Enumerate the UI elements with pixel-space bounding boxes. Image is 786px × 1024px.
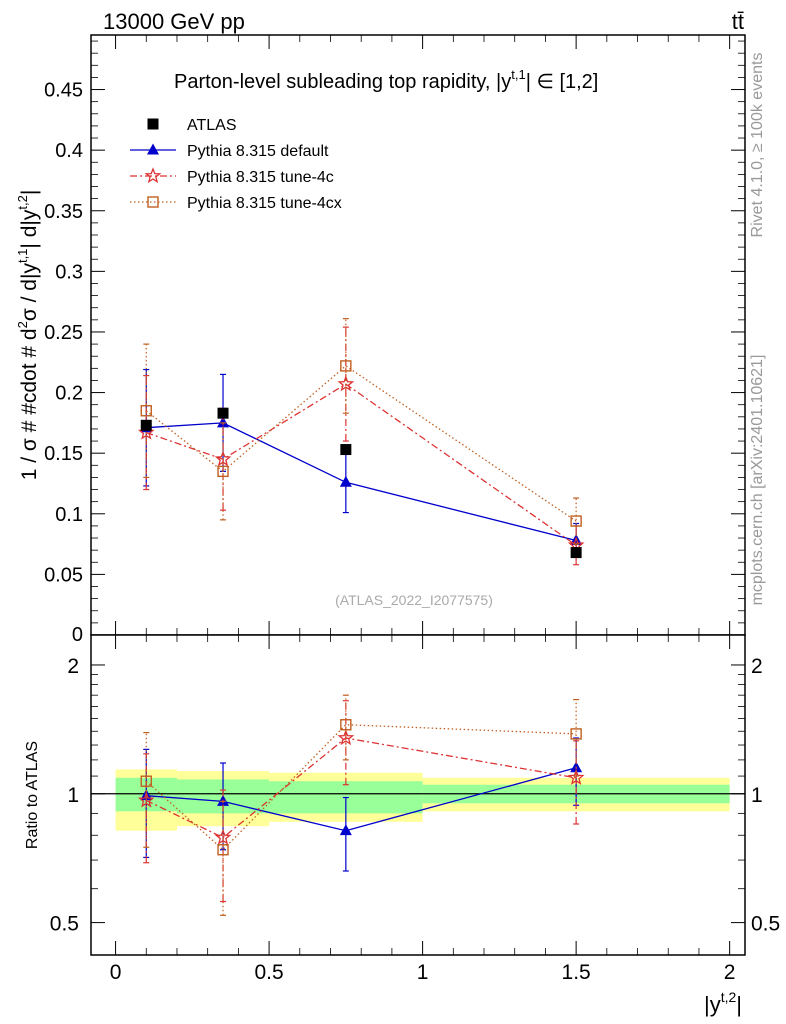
ratio-y-tick-label: 0.5 — [50, 913, 79, 936]
data-point-atlas — [140, 419, 152, 431]
series-line-tune4c — [146, 737, 577, 839]
legend-marker-tune4cx — [147, 196, 159, 208]
legend-marker-atlas — [147, 118, 159, 130]
ratio-y-tick-label-right: 0.5 — [751, 913, 780, 936]
main-title: Parton-level subleading top rapidity, |y… — [174, 67, 598, 93]
process-label: tt̄ — [732, 9, 744, 34]
y-tick-label: 0.25 — [44, 322, 83, 344]
data-point-atlas — [340, 444, 352, 456]
series-atlas — [140, 407, 582, 559]
legend-label-tune4cx: Pythia 8.315 tune-4cx — [187, 195, 342, 212]
y-tick-label: 0.35 — [44, 201, 83, 223]
data-point-tune4c — [214, 450, 232, 467]
main-frame — [90, 34, 746, 636]
data-point-tune4cx — [570, 515, 582, 527]
data-point-default — [339, 824, 352, 836]
y-tick-label: 0.4 — [55, 140, 83, 162]
data-point-tune4c — [214, 828, 232, 845]
data-point-tune4cx — [570, 728, 582, 740]
y-tick-label: 0.05 — [44, 564, 83, 586]
main-title-text: Parton-level subleading top rapidity, |y… — [174, 67, 598, 93]
series-line-default — [146, 422, 577, 542]
data-point-atlas — [570, 547, 582, 559]
y-zero-label: 0 — [72, 624, 83, 646]
data-point-tune4c — [337, 729, 355, 746]
data-point-default — [339, 475, 352, 487]
data-point-default — [217, 416, 230, 428]
series-tune4cx — [140, 694, 582, 916]
y-axis-title-text: 1 / σ # #cdot # d2σ / d|yt,1| d|yt,2| — [15, 190, 41, 481]
data-point-tune4cx — [340, 719, 352, 731]
data-point-tune4c — [337, 375, 355, 392]
y-tick-label: 0.45 — [44, 80, 83, 102]
data-point-tune4cx — [140, 775, 152, 787]
legend-label-tune4c: Pythia 8.315 tune-4c — [187, 169, 334, 186]
series-line-tune4cx — [145, 365, 577, 522]
y-axis-title: 1 / σ # #cdot # d2σ / d|yt,1| d|yt,2| — [15, 190, 41, 481]
ratio-y-tick-label: 1 — [67, 784, 79, 807]
ratio-y-tick-label: 2 — [67, 655, 79, 678]
ratio-axis-title: Ratio to ATLAS — [24, 741, 41, 849]
y-tick-label: 0.3 — [55, 261, 83, 283]
energy-label: 13000 GeV pp — [103, 9, 245, 34]
data-point-tune4cx — [140, 405, 152, 417]
legend-label-default: Pythia 8.315 default — [187, 143, 329, 160]
data-point-tune4cx — [340, 360, 352, 372]
ratio-y-tick-label-right: 2 — [751, 655, 763, 678]
y-tick-label: 0.2 — [55, 383, 83, 405]
rivet-label: Rivet 4.1.0, ≥ 100k events — [749, 53, 766, 238]
ratio-panel: 0.5 0.5 1 1 2 2 0 0.5 1 1.5 2 — [50, 634, 780, 984]
watermark: (ATLAS_2022_I2077575) — [335, 592, 493, 608]
ratio-y-tick-label-right: 1 — [751, 784, 763, 807]
mcplots-label: mcplots.cern.ch [arXiv:2401.10621] — [749, 355, 766, 606]
x-tick-label: 0.5 — [254, 961, 283, 984]
series-line-tune4c — [146, 383, 577, 546]
data-point-tune4cx — [217, 465, 229, 478]
legend-marker-tune4c — [144, 167, 162, 184]
series-line-tune4cx — [145, 724, 577, 851]
y-tick-label: 0.1 — [55, 504, 83, 526]
legend: ATLAS Pythia 8.315 default Pythia 8.315 tu… — [130, 117, 342, 212]
data-point-tune4c — [137, 791, 155, 808]
x-tick-label: 1 — [417, 961, 429, 984]
legend-marker-default — [147, 143, 159, 155]
data-point-tune4c — [567, 769, 585, 785]
legend-label-atlas: ATLAS — [187, 117, 237, 134]
series-line-default — [146, 767, 577, 832]
x-tick-label: 1.5 — [562, 961, 591, 984]
series-tune4cx — [140, 318, 582, 545]
data-point-tune4cx — [217, 844, 229, 856]
y-tick-label: 0.15 — [44, 443, 83, 465]
x-tick-label: 2 — [724, 961, 736, 984]
x-axis-title-text: |yt,2| — [704, 989, 742, 1017]
main-panel: 0.05 0.1 0.15 0.2 0.25 0.3 0.35 0.4 0.45 0 (ATLAS_… — [44, 34, 746, 646]
data-point-atlas — [217, 407, 229, 419]
x-axis-title: |yt,2| — [704, 989, 742, 1017]
x-tick-label: 0 — [110, 961, 122, 984]
